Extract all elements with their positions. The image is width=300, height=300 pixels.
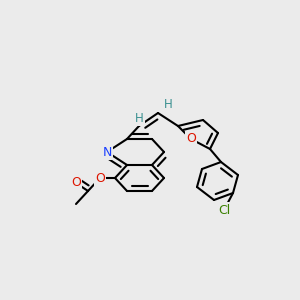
Text: O: O <box>186 133 196 146</box>
Text: H: H <box>135 112 143 124</box>
Text: N: N <box>102 146 112 158</box>
Text: O: O <box>95 172 105 184</box>
Text: H: H <box>164 98 172 112</box>
Text: Cl: Cl <box>218 203 230 217</box>
Text: O: O <box>71 176 81 190</box>
